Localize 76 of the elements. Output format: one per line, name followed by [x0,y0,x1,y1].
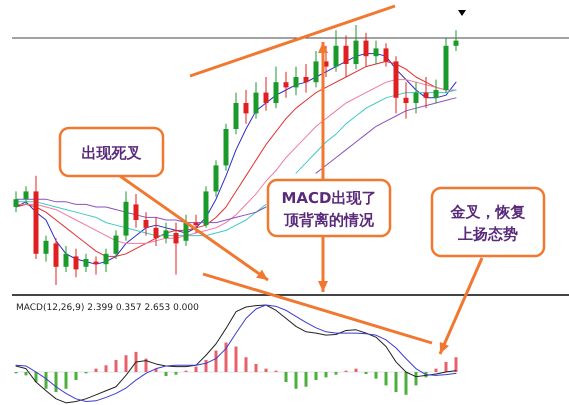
candlestick [374,40,378,64]
bar [454,357,458,372]
candlestick [154,216,158,246]
bar [324,372,328,378]
candlestick [384,42,388,68]
annotation: 出现死叉 [82,144,142,162]
bar [244,357,248,372]
candlestick [24,186,28,205]
bar [74,372,78,380]
chart-title: MACD(12,26,9) 2.399 0.357 2.653 0.000 [16,303,200,313]
bar [374,372,378,379]
bar [214,350,218,372]
bar [404,372,408,395]
candlestick [114,230,118,260]
bar [304,372,308,387]
candlestick [14,190,18,213]
bar [44,372,48,389]
candlestick [274,66,278,109]
candlestick [344,34,348,78]
candlestick [244,90,248,124]
bar [94,368,98,372]
bar [284,372,288,382]
candlestick [44,235,48,262]
bar [384,372,388,386]
candlestick [354,24,358,70]
bar [444,362,448,372]
annotation: MACD出现了顶背离的情况 [282,189,376,229]
candlestick [334,30,338,72]
candlestick [254,82,258,120]
bar [174,372,178,375]
candlestick [284,71,288,98]
bar [204,360,208,372]
candlestick [134,194,138,228]
bar [334,372,338,375]
candlestick [264,76,268,112]
bar [164,372,168,376]
candlestick [454,30,458,52]
bar [234,346,238,372]
candlestick [104,248,108,272]
candlestick [94,256,98,276]
candlestick [404,82,408,120]
bar [394,372,398,392]
bar [354,368,358,372]
candlestick [164,222,168,244]
candlestick [54,238,58,286]
bar [254,364,258,372]
candlestick [364,32,368,68]
candlestick [414,82,418,114]
bar [104,365,108,372]
bar [124,355,128,372]
bar [314,372,318,380]
bar [144,358,148,372]
bar [224,342,228,372]
candlestick [304,64,308,94]
candlestick [174,222,178,276]
bar [114,360,118,372]
candlestick [84,253,88,272]
bar [434,368,438,372]
candlestick [314,50,318,88]
candlestick [294,66,298,96]
candlestick [194,214,198,234]
bar [294,372,298,389]
bar [134,352,138,372]
annotation: 金叉，恢复上扬态势 [450,203,526,243]
candlestick [144,212,148,236]
bar [54,372,58,392]
candlestick [74,248,78,278]
bar [414,372,418,386]
bar [64,372,68,389]
bar [24,372,28,376]
candlestick [434,79,438,104]
bar [264,368,268,372]
bar [194,366,198,372]
candlestick [424,76,428,109]
candlestick [184,214,188,246]
candlestick [64,246,68,272]
